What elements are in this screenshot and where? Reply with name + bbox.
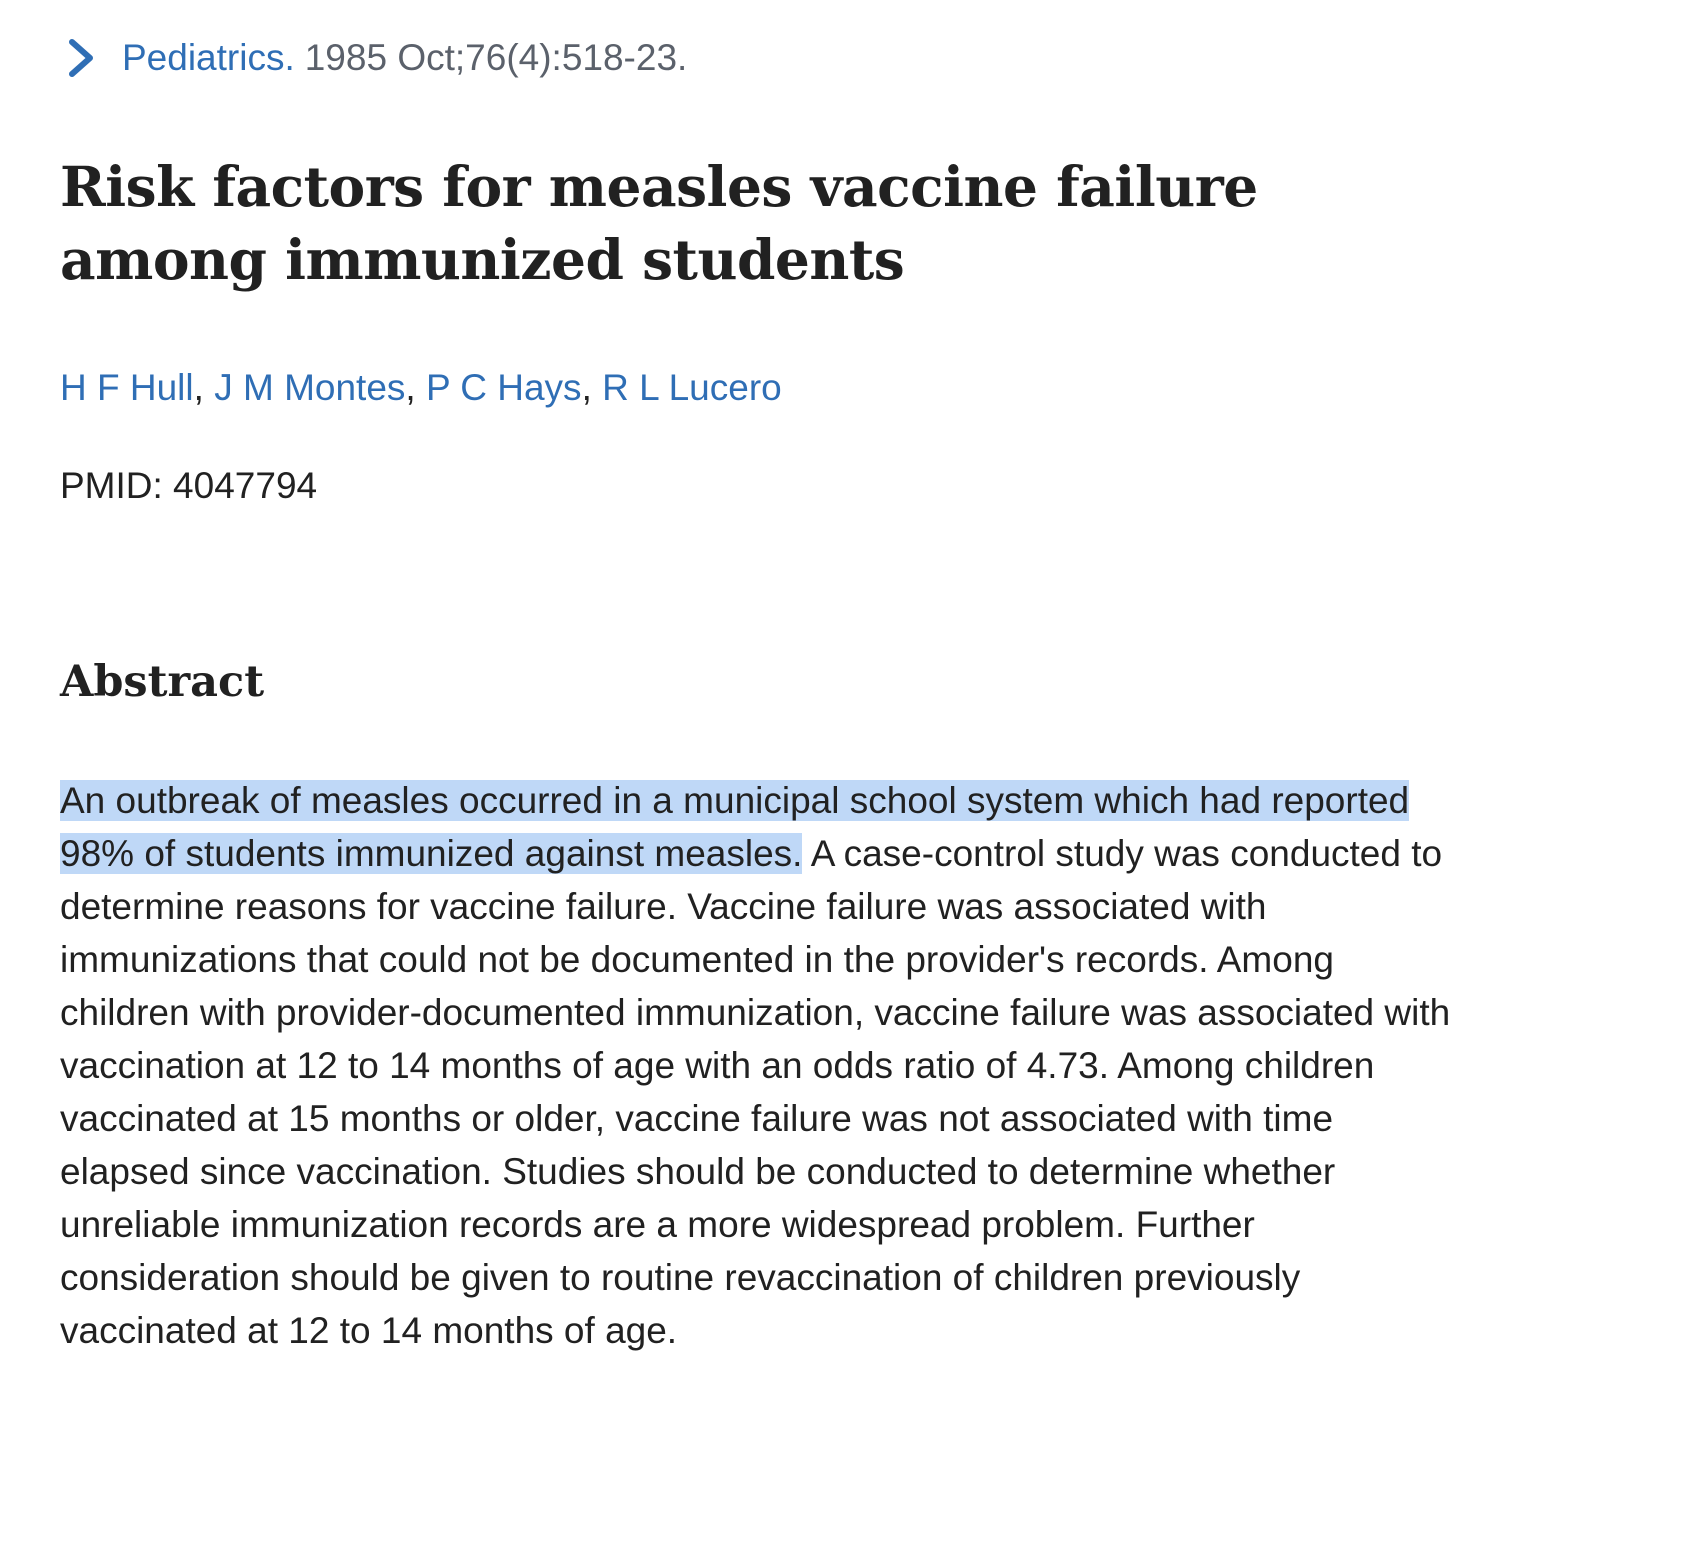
chevron-right-icon[interactable] — [62, 36, 102, 80]
citation-details: 1985 Oct;76(4):518-23. — [304, 37, 688, 78]
pmid: PMID: 4047794 — [60, 465, 318, 506]
journal-link[interactable]: Pediatrics. — [122, 37, 295, 78]
author-link[interactable]: H F Hull — [60, 367, 194, 408]
citation-line: Pediatrics. 1985 Oct;76(4):518-23. — [60, 28, 687, 88]
author-link[interactable]: R L Lucero — [602, 367, 782, 408]
author-separator: , — [581, 367, 603, 408]
abstract-text[interactable]: A case-control study was conducted to de… — [60, 833, 1451, 1351]
abstract-heading: Abstract — [60, 657, 265, 707]
author-separator: , — [405, 367, 426, 408]
abstract-body[interactable]: An outbreak of measles occurred in a mun… — [60, 774, 1470, 1357]
author-list: H F Hull, J M Montes, P C Hays, R L Luce… — [60, 362, 782, 414]
author-link[interactable]: P C Hays — [425, 367, 582, 408]
author-separator: , — [193, 367, 215, 408]
author-link[interactable]: J M Montes — [214, 367, 406, 408]
article-title: Risk factors for measles vaccine failure… — [60, 154, 1258, 292]
